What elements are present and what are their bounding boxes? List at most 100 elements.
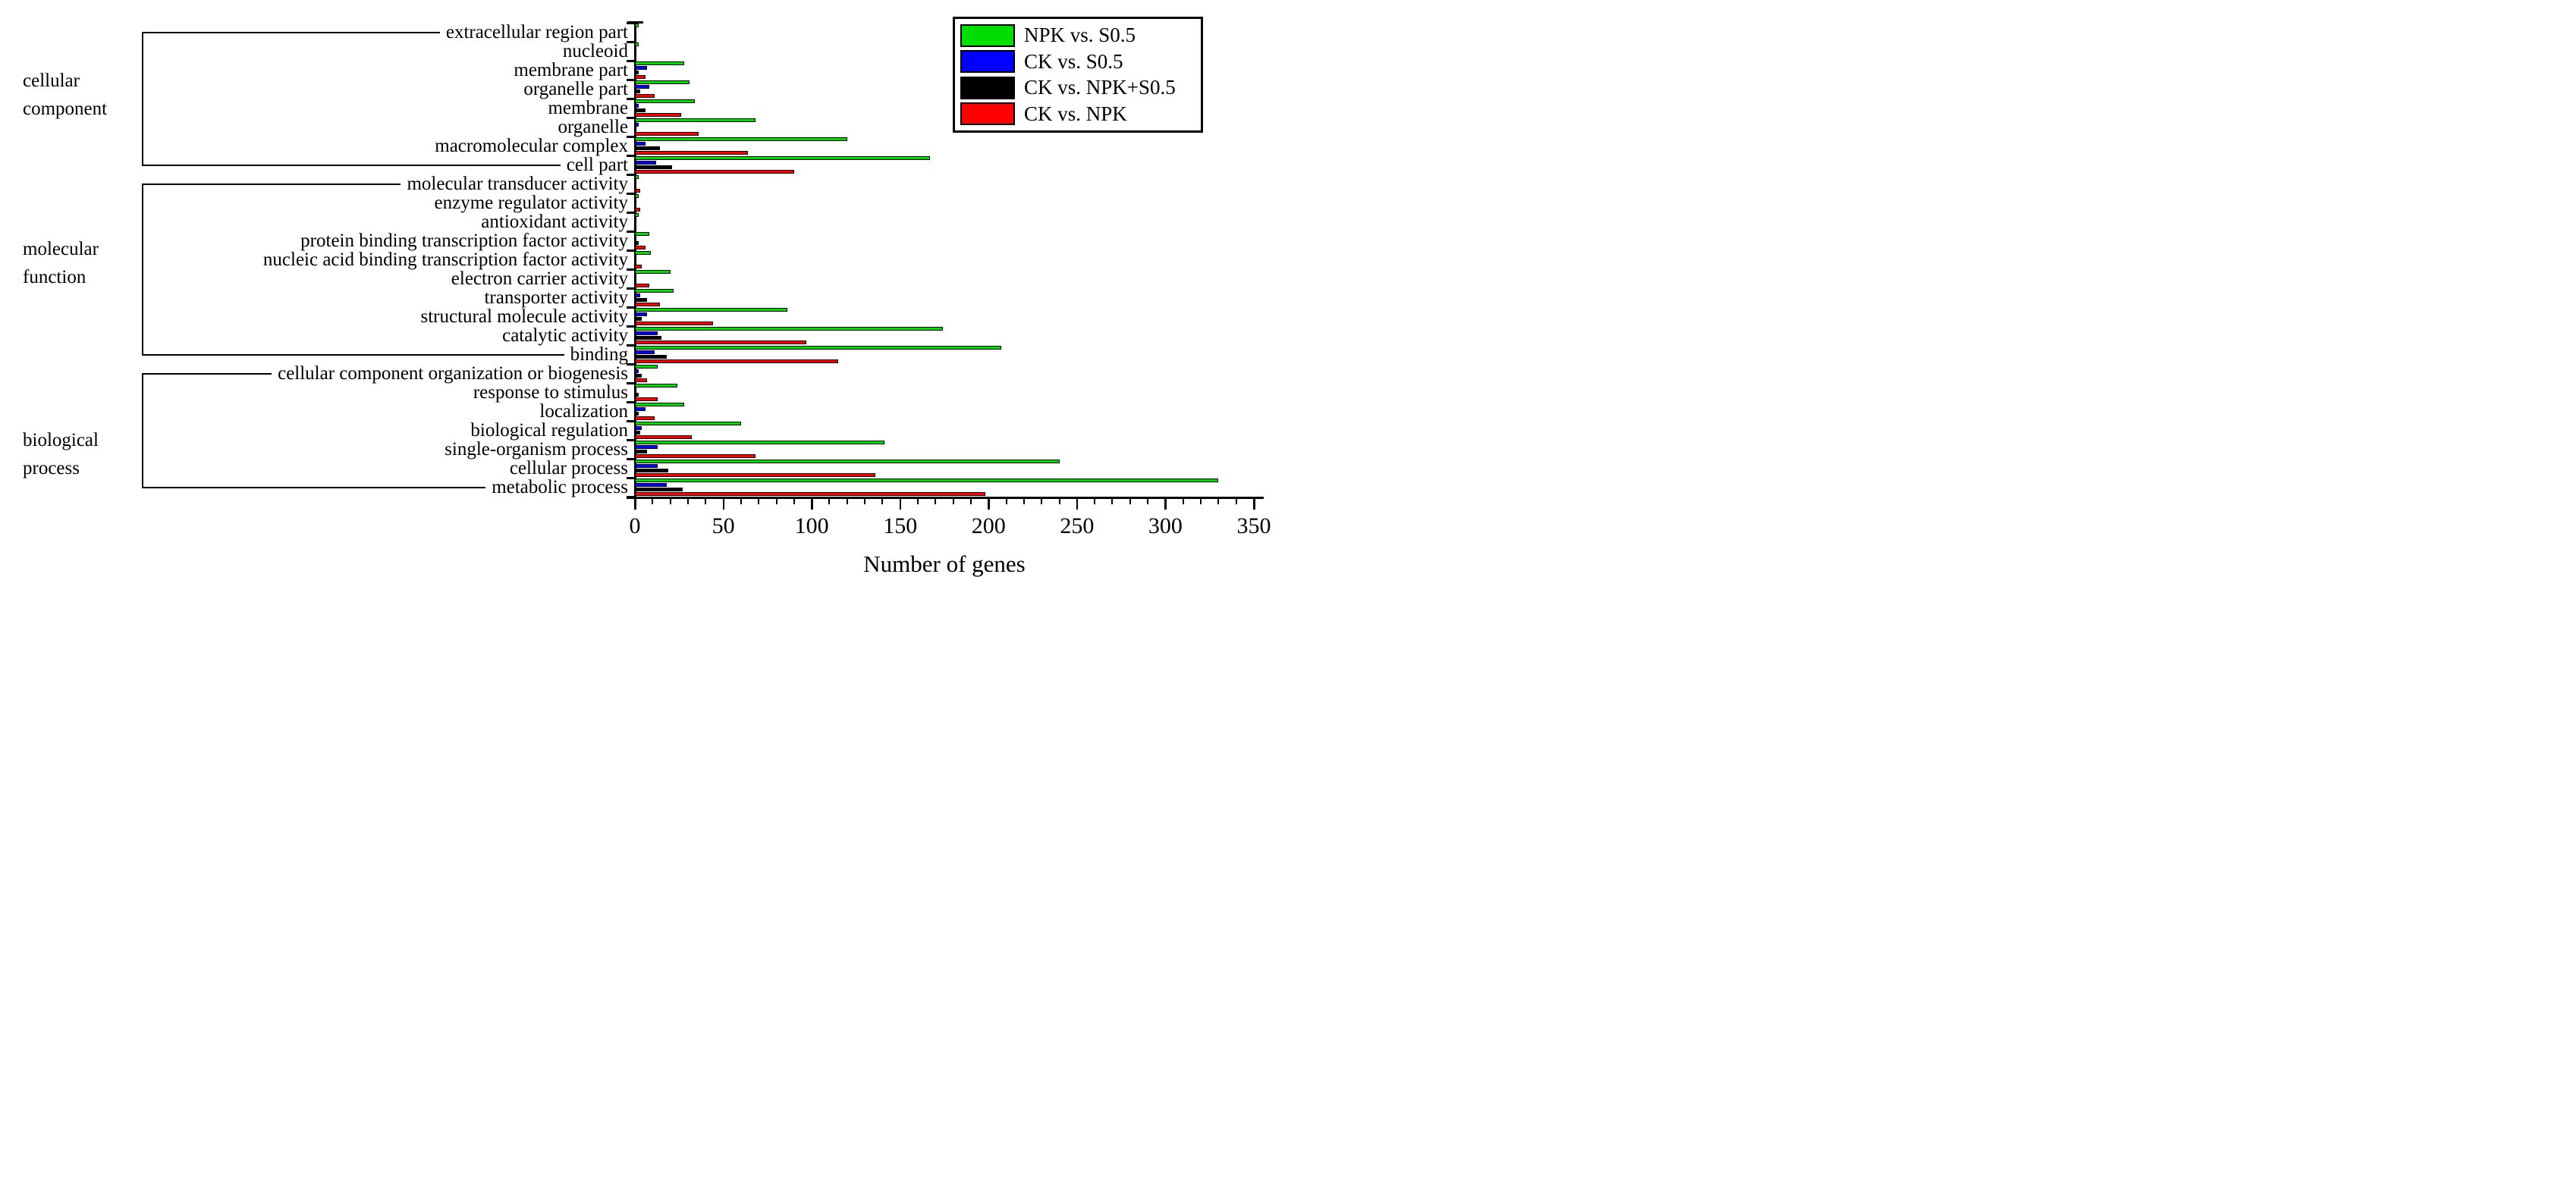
bar-ck-vs-npk-s0-5 [635, 221, 637, 226]
bar-ck-vs-npk-s0-5 [635, 354, 667, 359]
x-major-tick [634, 499, 636, 510]
bar-ck-vs-npk [635, 302, 660, 306]
bar-ck-vs-npk [635, 359, 839, 363]
bar-ck-vs-npk [635, 245, 646, 249]
bar-ck-vs-npk-s0-5 [635, 316, 642, 321]
category-label: single-organism process [0, 440, 628, 459]
bar-ck-vs-s0-5 [635, 369, 639, 374]
category-label-text: catalytic activity [502, 325, 628, 346]
bar-npk-vs-s0-5 [635, 118, 756, 123]
y-tick [627, 268, 635, 271]
bracket-spine [142, 32, 143, 165]
category-label: membrane [0, 99, 628, 118]
y-tick [627, 117, 635, 119]
legend-label: NPK vs. S0.5 [1024, 24, 1136, 46]
x-minor-tick [935, 499, 937, 504]
bar-ck-vs-s0-5 [635, 218, 637, 222]
bar-ck-vs-npk [635, 283, 649, 287]
y-tick [627, 325, 635, 328]
category-label-text: membrane [548, 98, 628, 118]
bar-ck-vs-npk [635, 112, 681, 117]
x-major-tick [988, 499, 990, 510]
category-label-text: binding [570, 344, 628, 365]
group-label-biological: biological process [23, 426, 99, 482]
category-label-text: transporter activity [484, 287, 628, 308]
category-label: organelle part [0, 80, 628, 99]
category-label-text: membrane part [514, 60, 628, 80]
bar-ck-vs-npk-s0-5 [635, 127, 637, 131]
y-axis [633, 21, 636, 498]
bar-ck-vs-s0-5 [635, 161, 656, 165]
x-minor-tick [969, 499, 972, 504]
legend-item: CK vs. NPK [960, 102, 1195, 127]
x-major-tick [1253, 499, 1255, 510]
legend-swatch [960, 102, 1015, 126]
category-label-text: cell part [566, 155, 628, 175]
x-minor-tick [1235, 499, 1237, 504]
bar-ck-vs-s0-5 [635, 66, 648, 71]
bar-ck-vs-npk [635, 416, 655, 420]
x-tick-label: 250 [1060, 513, 1095, 538]
x-minor-tick [686, 499, 689, 504]
bar-ck-vs-npk [635, 321, 713, 325]
x-minor-tick [669, 499, 671, 504]
x-minor-tick [828, 499, 831, 504]
x-minor-tick [1058, 499, 1060, 504]
bar-ck-vs-npk-s0-5 [635, 373, 642, 378]
y-tick [627, 79, 635, 81]
x-axis-title: Number of genes [863, 551, 1026, 577]
legend-swatch [960, 24, 1015, 47]
bar-ck-vs-npk-s0-5 [635, 430, 640, 435]
bar-npk-vs-s0-5 [635, 42, 639, 47]
bar-ck-vs-s0-5 [635, 123, 639, 127]
bar-ck-vs-npk-s0-5 [635, 468, 669, 472]
group-label-line: cellular [23, 71, 80, 91]
y-tick [627, 420, 635, 422]
y-tick [627, 98, 635, 100]
legend-swatch [960, 50, 1015, 74]
group-label-line: biological [23, 430, 99, 450]
y-tick [627, 249, 635, 252]
group-label-cellular: cellular component [23, 67, 107, 123]
category-label-text: antioxidant activity [481, 212, 628, 232]
y-tick [627, 439, 635, 441]
category-label: cellular component organization or bioge… [0, 364, 628, 383]
x-minor-tick [705, 499, 707, 504]
x-minor-tick [1111, 499, 1114, 504]
bracket-spine [142, 373, 143, 488]
y-tick [627, 136, 635, 138]
x-major-tick [1164, 499, 1167, 510]
bar-ck-vs-s0-5 [635, 85, 649, 89]
bar-npk-vs-s0-5 [635, 137, 847, 142]
bar-ck-vs-npk [635, 169, 794, 174]
y-tick [627, 458, 635, 460]
category-label: electron carrier activity [0, 269, 628, 288]
bar-ck-vs-s0-5 [635, 407, 646, 412]
category-label: response to stimulus [0, 383, 628, 402]
y-tick [627, 41, 635, 43]
y-tick [627, 231, 635, 233]
x-minor-tick [775, 499, 778, 504]
bracket-bottom-arm [142, 486, 485, 488]
y-tick [627, 174, 635, 176]
x-tick-label: 0 [629, 513, 641, 538]
x-minor-tick [1217, 499, 1220, 504]
x-minor-tick [846, 499, 848, 504]
category-label-text: macromolecular complex [435, 136, 628, 156]
x-minor-tick [652, 499, 654, 504]
x-minor-tick [864, 499, 866, 504]
bar-ck-vs-s0-5 [635, 199, 637, 203]
bar-npk-vs-s0-5 [635, 346, 1001, 350]
bar-ck-vs-npk [635, 491, 985, 496]
bar-npk-vs-s0-5 [635, 194, 639, 199]
bar-ck-vs-npk-s0-5 [635, 487, 683, 491]
bar-npk-vs-s0-5 [635, 213, 639, 218]
category-label-text: enzyme regulator activity [434, 193, 628, 213]
x-minor-tick [1182, 499, 1184, 504]
y-tick [627, 212, 635, 214]
x-minor-tick [1129, 499, 1131, 504]
category-label: metabolic process [0, 478, 628, 497]
category-label: catalytic activity [0, 326, 628, 345]
category-label: enzyme regulator activity [0, 193, 628, 212]
bar-ck-vs-npk [635, 131, 699, 136]
